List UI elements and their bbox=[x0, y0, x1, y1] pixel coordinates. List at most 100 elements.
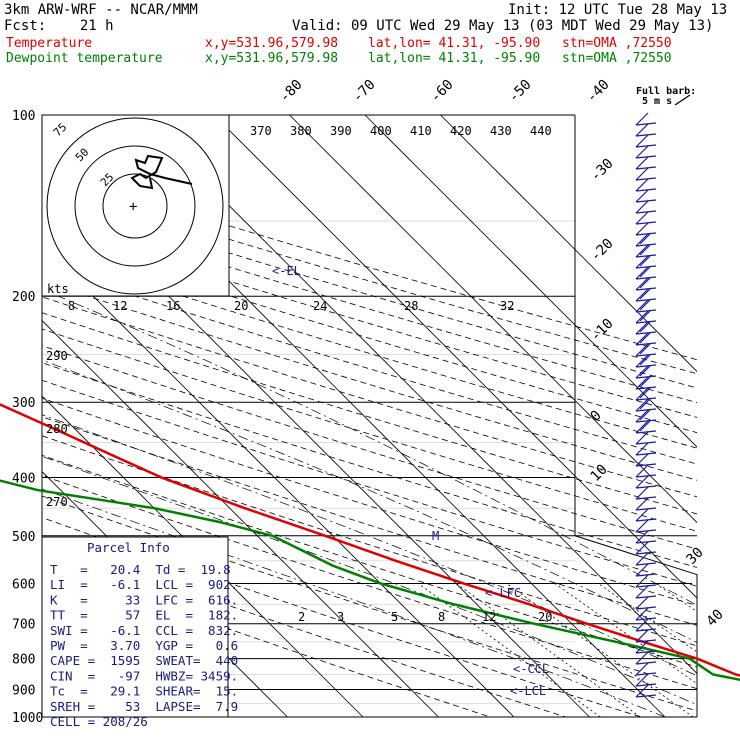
wind-barb-flag bbox=[635, 486, 649, 500]
wind-barb-staff bbox=[635, 518, 657, 522]
wind-barb-flag bbox=[635, 574, 649, 588]
wind-barb-flag bbox=[635, 123, 649, 137]
hodograph-speed-label: 32 bbox=[500, 299, 514, 313]
wind-barb-flag bbox=[639, 266, 651, 278]
isotherm bbox=[440, 115, 697, 373]
wind-barb-staff bbox=[635, 386, 657, 390]
wind-barb-staff bbox=[635, 661, 657, 665]
valid-time: Valid: 09 UTC Wed 29 May 13 (03 MDT Wed … bbox=[292, 18, 714, 34]
wind-barb-flag bbox=[639, 409, 651, 421]
wind-barb-staff bbox=[635, 441, 657, 445]
wind-barb-staff bbox=[635, 573, 657, 577]
temperature-label-right: 40 bbox=[704, 607, 727, 630]
mixing-ratio-label: 12 bbox=[482, 610, 496, 624]
wind-barb-flag bbox=[635, 365, 649, 379]
wind-barb-staff bbox=[635, 628, 657, 632]
dewpoint-legend-label: Dewpoint temperature bbox=[6, 51, 163, 66]
wind-barb-staff bbox=[635, 562, 657, 566]
wind-barb-flag bbox=[635, 618, 649, 632]
mixing-ratio-line bbox=[598, 583, 697, 653]
pressure-label: 700 bbox=[12, 618, 35, 633]
wind-barb-flag bbox=[635, 354, 649, 368]
wind-barb-flag bbox=[635, 552, 649, 566]
wind-barb-flag bbox=[639, 398, 651, 410]
wind-barb-staff bbox=[635, 166, 657, 170]
wind-barb-staff bbox=[635, 584, 657, 588]
model-title: 3km ARW-WRF -- NCAR/MMM bbox=[4, 2, 198, 18]
wind-barb-staff bbox=[635, 452, 657, 456]
wind-barb-flag bbox=[635, 156, 649, 170]
pressure-label: 200 bbox=[12, 290, 35, 305]
wind-barb-staff bbox=[635, 243, 657, 247]
wind-barb-flag bbox=[635, 596, 649, 610]
wind-barb-flag bbox=[635, 464, 649, 478]
wind-barb-flag bbox=[635, 519, 649, 533]
hodograph-speed-label: 8 bbox=[68, 299, 75, 313]
wind-barb-staff bbox=[635, 254, 657, 258]
wind-barb-staff bbox=[635, 122, 657, 126]
wind-barb-flag bbox=[635, 310, 649, 324]
hodograph-speed-label: 16 bbox=[166, 299, 180, 313]
wind-barb-flag bbox=[635, 233, 649, 247]
parcel-row: SWI = -6.1 CCL = 832. bbox=[50, 623, 238, 638]
wind-barb-flag bbox=[635, 277, 649, 291]
wind-barb-staff bbox=[635, 221, 657, 225]
right-frame-lower bbox=[574, 535, 698, 717]
dry-adiabat bbox=[42, 397, 697, 607]
theta-label: 370 bbox=[250, 124, 272, 138]
mixing-ratio-label: 20 bbox=[538, 610, 552, 624]
temperature-latlon: lat,lon= 41.31, -95.90 bbox=[368, 36, 541, 51]
wind-barb-staff bbox=[635, 188, 657, 192]
wind-barb-flag bbox=[639, 310, 651, 322]
barb-legend-line2: 5 m s bbox=[642, 96, 672, 107]
legend-full-barb bbox=[674, 94, 691, 106]
parcel-row: TT = 57 EL = 182. bbox=[50, 608, 238, 623]
wind-barb-staff bbox=[635, 177, 657, 181]
wind-barb-flag bbox=[635, 145, 649, 159]
wind-barb-flag bbox=[635, 387, 649, 401]
wind-barb-flag bbox=[635, 607, 649, 621]
wind-barb-staff bbox=[635, 507, 657, 511]
wind-barb-flag bbox=[635, 343, 649, 357]
dry-adiabat bbox=[42, 474, 697, 690]
wind-barb-staff bbox=[635, 496, 657, 500]
wind-barb-flag bbox=[635, 299, 649, 313]
isotherm bbox=[364, 115, 697, 448]
wind-barb-staff bbox=[635, 342, 657, 346]
wind-barb-staff bbox=[635, 683, 657, 687]
lfc-marker: <-LFC bbox=[485, 586, 521, 600]
hodograph-ring bbox=[74, 145, 196, 267]
m-marker: M bbox=[432, 529, 439, 543]
wind-barb-flag bbox=[635, 651, 649, 665]
wind-barb-flag bbox=[635, 453, 649, 467]
wind-barb-flag bbox=[635, 530, 649, 544]
wind-barb-staff bbox=[635, 353, 657, 357]
wind-barb-staff bbox=[635, 408, 657, 412]
wind-barb-flag bbox=[639, 420, 651, 432]
wind-barb-flag bbox=[635, 189, 649, 203]
parcel-frame bbox=[41, 536, 229, 718]
hodograph-ring bbox=[102, 173, 168, 239]
wind-barb-column: Full barb:5 m s bbox=[635, 86, 696, 698]
lcl-marker: <-LCL bbox=[510, 684, 546, 698]
isotherm bbox=[213, 115, 697, 599]
dewpoint-latlon: lat,lon= 41.31, -95.90 bbox=[368, 51, 541, 66]
hodograph-ring bbox=[46, 117, 224, 295]
wind-barb-flag bbox=[635, 420, 649, 434]
wind-barb-staff bbox=[635, 287, 657, 291]
dry-adiabat bbox=[42, 345, 697, 550]
parcel-row: CELL = 208/26 bbox=[50, 714, 148, 729]
dewpoint-trace bbox=[0, 479, 740, 682]
dewpoint-station: stn=OMA ,72550 bbox=[562, 51, 672, 66]
pressure-label: 500 bbox=[12, 530, 35, 545]
temperature-label-right: -30 bbox=[588, 156, 617, 185]
pressure-label: 900 bbox=[12, 683, 35, 698]
isotherm bbox=[42, 395, 364, 718]
wind-barb-flag bbox=[639, 387, 651, 399]
dry-adiabat bbox=[42, 236, 697, 434]
theta-label-left: 280 bbox=[46, 422, 68, 436]
wind-barb-staff bbox=[635, 529, 657, 533]
hodograph-units: kts bbox=[47, 282, 69, 296]
mixing-ratio-label: 3 bbox=[337, 610, 344, 624]
temperature-label-right: -10 bbox=[588, 316, 617, 345]
